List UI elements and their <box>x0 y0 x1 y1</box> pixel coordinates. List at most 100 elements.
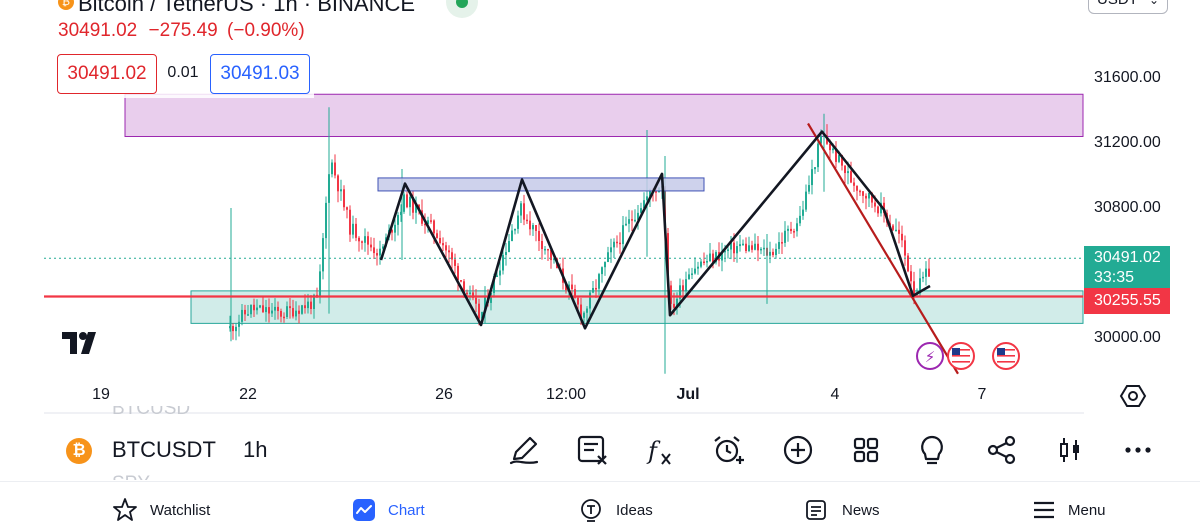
candle-body <box>640 208 642 213</box>
candle-body <box>247 314 249 316</box>
candle-body <box>331 162 333 175</box>
candle-body <box>313 294 315 309</box>
candle-body <box>490 292 492 303</box>
candle-body <box>724 250 726 253</box>
x-tick-label: 4 <box>830 386 840 403</box>
lightning-icon: ⚡ <box>925 348 936 366</box>
candle-body <box>922 276 924 279</box>
us-flag-stripe <box>952 352 970 354</box>
bar-countdown: 33:35 <box>1094 269 1135 286</box>
us-flag-stripe <box>997 352 1015 354</box>
candle-body <box>412 196 414 213</box>
us-flag-stripe <box>997 349 1015 351</box>
candle-body <box>619 242 621 245</box>
ideas-icon <box>581 499 601 522</box>
nav-news[interactable]: News <box>804 494 880 526</box>
candle-body <box>844 165 846 174</box>
pen-icon[interactable] <box>506 432 542 468</box>
candle-body <box>928 268 930 277</box>
candle-body <box>799 215 801 224</box>
candle-body <box>409 196 411 208</box>
candle-body <box>580 304 582 318</box>
candle-body <box>457 265 459 281</box>
candle-body <box>691 273 693 275</box>
candle-body <box>907 255 909 272</box>
candle-body <box>277 306 279 311</box>
candle-body <box>745 243 747 251</box>
candle-body <box>859 190 861 193</box>
candle-body <box>751 245 753 250</box>
note-icon[interactable] <box>574 432 610 468</box>
symbol-title-text: Bitcoin / TetherUS · 1h · BINANCE <box>78 0 416 16</box>
layout-icon[interactable] <box>848 432 884 468</box>
ideas-bulb-icon[interactable] <box>914 432 950 468</box>
candle-body <box>790 228 792 232</box>
candle-body <box>676 298 678 308</box>
candle-body <box>439 237 441 244</box>
candle-body <box>742 243 744 246</box>
compare-symbol-below[interactable]: SPY <box>112 470 150 480</box>
candle-body <box>481 312 483 319</box>
candle-body <box>400 211 402 216</box>
nav-watchlist[interactable]: Watchlist <box>112 494 210 526</box>
candle-body <box>520 203 522 216</box>
candle-body <box>370 244 372 248</box>
candle-body <box>820 136 822 144</box>
candle-body <box>733 242 735 254</box>
alert-icon[interactable] <box>710 432 746 468</box>
candle-body <box>757 243 759 251</box>
candle-body <box>892 225 894 230</box>
candles-icon[interactable] <box>1052 432 1088 468</box>
candle-body <box>337 175 339 192</box>
candle-body <box>454 259 456 266</box>
compare-symbol-above[interactable]: BTCUSD <box>112 406 191 419</box>
candle-body <box>535 225 537 231</box>
candle-body <box>727 249 729 251</box>
symbol-title[interactable]: Bitcoin / TetherUS · 1h · BINANCE <box>58 0 415 17</box>
nav-label: Chart <box>388 501 425 519</box>
candle-body <box>904 240 906 256</box>
currency-select[interactable]: USDT ⌄ <box>1088 0 1168 14</box>
candle-body <box>376 253 378 256</box>
buy-button[interactable]: 30491.03 <box>210 54 310 94</box>
candle-body <box>244 309 246 315</box>
interval-button[interactable]: 1h <box>243 437 268 462</box>
candle-body <box>391 229 393 233</box>
candle-body <box>496 275 498 277</box>
candle-body <box>592 287 594 293</box>
sell-button[interactable]: 30491.02 <box>57 54 157 94</box>
nav-menu[interactable]: Menu <box>1032 494 1106 526</box>
economic-event-icon[interactable] <box>992 342 1020 370</box>
economic-event-icon[interactable] <box>947 342 975 370</box>
indicators-icon[interactable]: f <box>642 432 678 468</box>
candle-body <box>259 305 261 308</box>
more-icon[interactable] <box>1120 432 1156 468</box>
candle-body <box>589 292 591 309</box>
candle-body <box>772 251 774 256</box>
candle-body <box>817 143 819 168</box>
candle-body <box>295 310 297 317</box>
nav-ideas[interactable]: Ideas <box>578 494 653 526</box>
candle-body <box>586 308 588 313</box>
candle-body <box>721 252 723 261</box>
candle-body <box>355 223 357 238</box>
candle-body <box>838 155 840 162</box>
share-icon[interactable] <box>984 432 1020 468</box>
candle-body <box>901 233 903 241</box>
candle-body <box>871 192 873 203</box>
candle-body <box>625 223 627 226</box>
earnings-event-icon[interactable]: ⚡ <box>916 342 944 370</box>
candle-body <box>649 190 651 197</box>
candle-body <box>748 245 750 251</box>
nav-chart[interactable]: Chart <box>352 494 425 526</box>
candle-body <box>325 202 327 239</box>
settings-icon[interactable] <box>1119 382 1147 410</box>
candle-body <box>706 261 708 263</box>
candle-body <box>697 266 699 269</box>
bitcoin-logo-icon: ₿ <box>58 0 74 10</box>
candle-body <box>364 236 366 243</box>
candle-body <box>274 306 276 311</box>
symbol-search-button[interactable]: BTCUSDT <box>112 437 216 462</box>
candle-body <box>361 241 363 243</box>
add-icon[interactable] <box>780 432 816 468</box>
